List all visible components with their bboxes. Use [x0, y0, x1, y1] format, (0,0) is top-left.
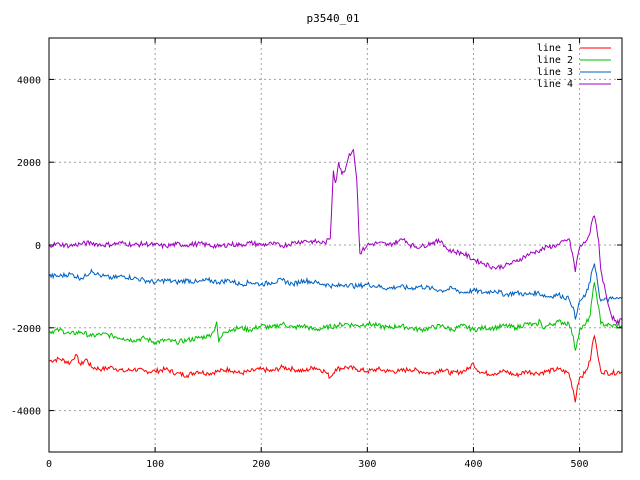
y-tick-label: 4000: [17, 75, 41, 86]
x-tick-label: 300: [358, 459, 376, 470]
chart-title: p3540_01: [307, 12, 360, 25]
x-tick-label: 0: [46, 459, 52, 470]
x-tick-label: 400: [464, 459, 482, 470]
series-line-4: [48, 148, 623, 326]
x-tick-label: 100: [146, 459, 164, 470]
legend-label-1: line 1: [537, 43, 573, 54]
y-tick-label: 2000: [17, 158, 41, 169]
y-tick-label: 0: [35, 241, 41, 252]
series-line-3: [48, 263, 623, 320]
series-line-1: [48, 334, 623, 403]
y-tick-label: -4000: [11, 407, 41, 418]
x-tick-label: 500: [571, 459, 589, 470]
y-tick-label: -2000: [11, 324, 41, 335]
legend-label-4: line 4: [537, 79, 573, 90]
tick-layer: 0 100 200 300 400 500 -4000 -2000 0 2000 4000: [11, 38, 622, 470]
x-tick-label: 200: [252, 459, 270, 470]
legend-label-2: line 2: [537, 55, 573, 66]
series-layer: [48, 148, 623, 403]
series-line-2: [49, 282, 623, 351]
legend-label-3: line 3: [537, 67, 573, 78]
